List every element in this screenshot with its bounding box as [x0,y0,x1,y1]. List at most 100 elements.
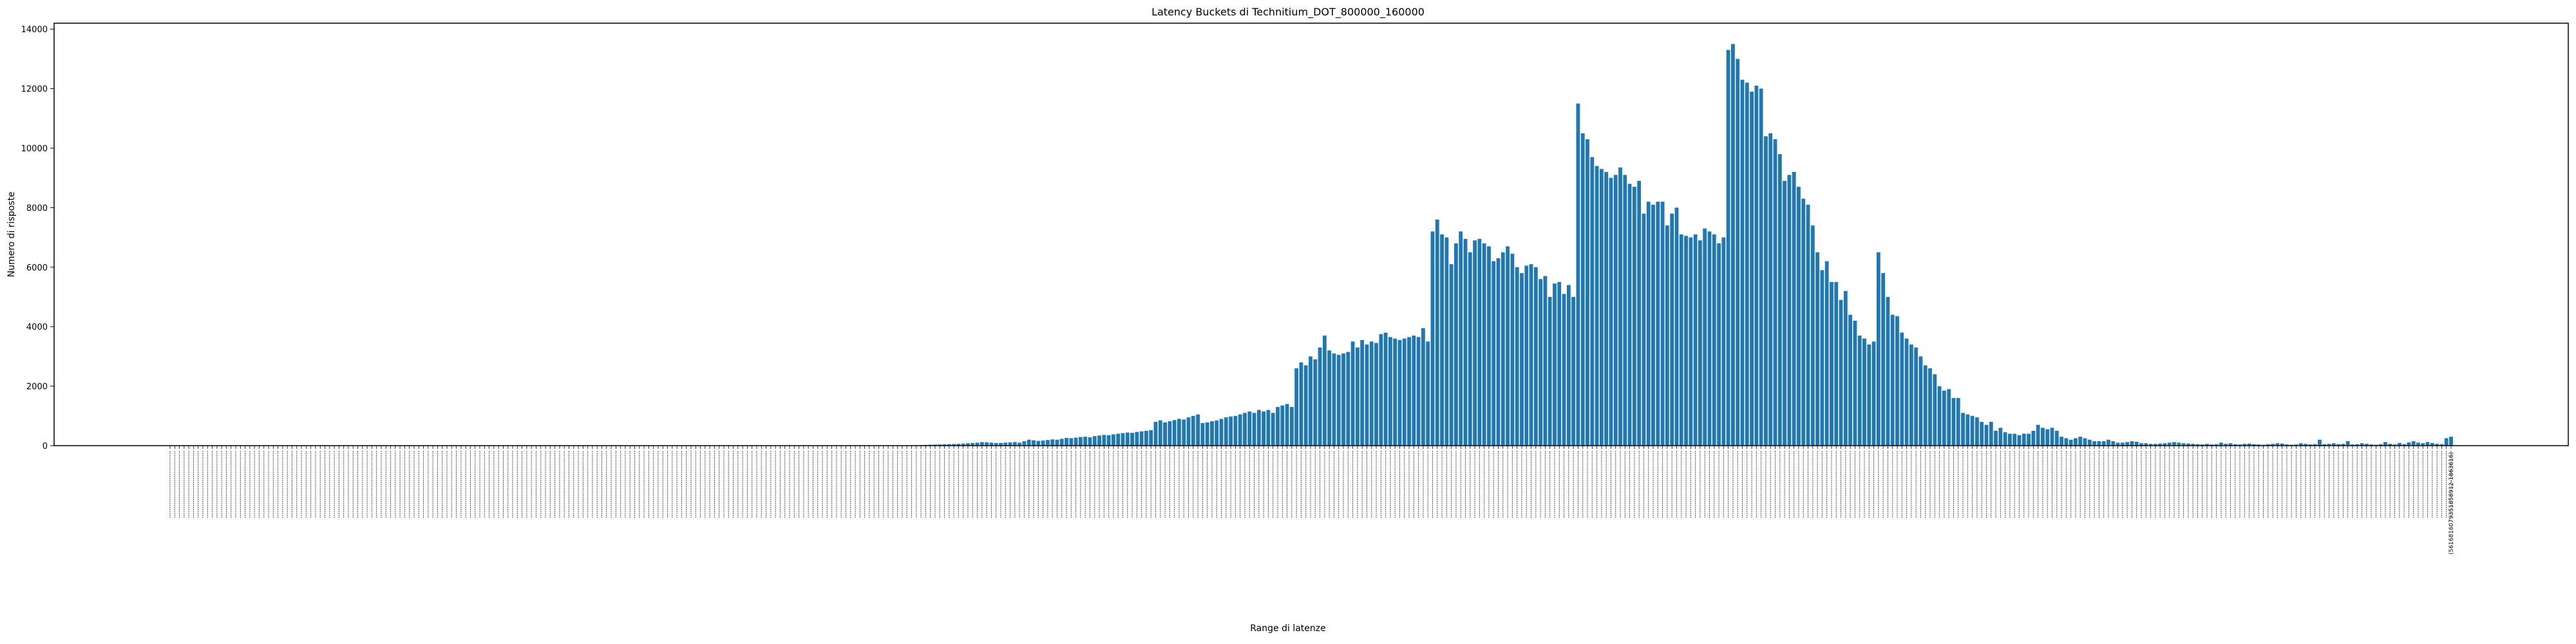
bar [2318,439,2322,446]
bar [1857,336,1862,446]
bar [1721,237,1726,446]
bar [2407,442,2411,446]
bar [2134,441,2139,446]
bar [1923,365,1927,446]
bar [2214,444,2219,446]
bar [1637,180,1642,446]
bar [1623,175,1627,446]
bar [1121,433,1125,446]
bar [1881,273,1886,446]
bars-layer [909,44,2453,446]
bar [1970,415,1975,446]
bar [2027,433,2031,446]
bar [2064,438,2069,446]
bar [1613,175,1618,446]
bar [1379,334,1383,446]
bar [1754,86,1759,446]
bar [2017,435,2022,446]
bar [1900,332,1904,446]
bar [1271,413,1275,446]
bar [2416,442,2420,446]
bar [2397,442,2401,446]
bar [1703,228,1707,446]
bar [1862,338,1866,446]
bar [1904,338,1909,446]
bar [1421,328,1425,446]
bar [2163,443,2167,446]
bar [1045,440,1050,446]
bar [1397,340,1402,446]
bar [1393,338,1397,446]
bar [2355,444,2360,446]
bar [1402,338,1406,446]
bar [2060,437,2064,446]
y-tick-label: 14000 [21,25,48,35]
bar [1501,252,1505,446]
bar [1679,234,1683,446]
bar [1665,225,1669,446]
y-tick-label: 8000 [26,204,48,213]
bar [1998,428,2003,446]
bar [1651,204,1655,446]
bar [2177,442,2181,446]
bar [2148,444,2153,446]
bar [1022,441,1027,446]
bar [1529,264,1533,446]
bar [1196,414,1200,446]
bar [1975,417,1979,446]
bar [1350,341,1355,446]
bar [1069,438,1074,446]
bar [1989,422,1993,446]
bar [1074,437,1078,446]
bar [2219,442,2223,446]
bar [2285,444,2289,446]
bar [2411,441,2416,446]
bar [1435,219,1439,446]
bar [1566,285,1571,446]
bar [2101,441,2106,446]
bar [2444,438,2448,446]
bar [2130,441,2134,446]
bar [1280,405,1285,446]
bar [1238,414,1242,446]
bar [2167,442,2172,446]
y-axis-label: Numero di risposte [6,191,17,277]
bar [1440,234,1444,446]
bar [1553,283,1557,446]
bar [1135,431,1139,446]
bar [2308,444,2313,446]
bar [1027,439,1031,446]
bar [952,444,956,446]
bar [1036,440,1041,446]
bar [1660,202,1665,446]
bar [1102,435,1106,446]
bar [1787,175,1792,446]
bar [1839,299,1843,446]
bar [1830,281,1833,446]
bar [1262,411,1266,446]
bar [2074,438,2078,446]
bar [2069,439,2073,446]
bar [1289,406,1294,446]
bar [1205,422,1209,446]
bar [1360,340,1365,446]
bar [2022,433,2026,446]
bar [1200,422,1205,446]
bar [1810,225,1815,446]
bar [1951,398,1956,446]
bar [1848,314,1853,446]
bar [1886,297,1890,446]
bar [1590,156,1595,446]
bar [1783,180,1787,446]
bar [1018,442,1022,446]
bar [2125,442,2130,446]
bar [1876,252,1880,446]
bar [1510,254,1515,446]
bar [1806,204,1810,446]
bar [1731,44,1735,446]
bar [2351,444,2354,446]
bar [1947,389,1951,446]
bar [1003,442,1008,446]
bar [2036,424,2040,446]
bar [1820,270,1824,446]
